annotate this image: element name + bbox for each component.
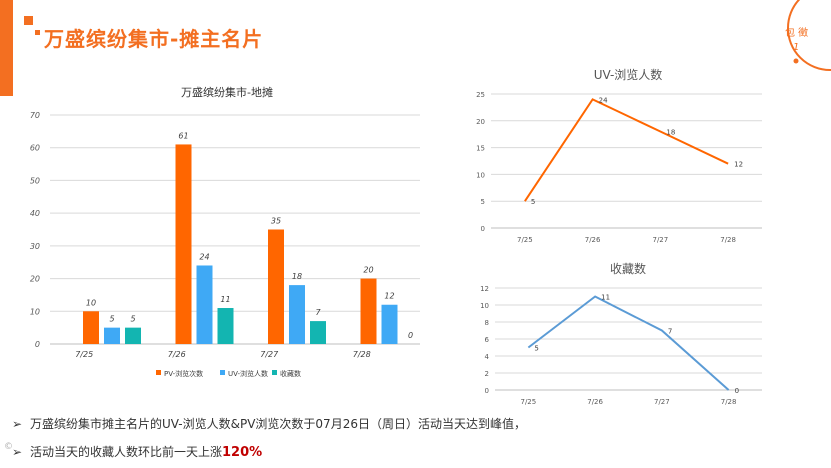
x-tick-label: 7/26	[585, 236, 601, 244]
data-label: 5	[531, 198, 535, 206]
accent-bar	[0, 0, 13, 96]
y-tick-label: 20	[30, 275, 40, 284]
y-tick-label: 8	[485, 319, 489, 327]
data-label: 20	[363, 266, 373, 275]
y-tick-label: 5	[481, 198, 485, 206]
logo-text: 包 徵	[785, 28, 809, 39]
legend-label: 收藏数	[280, 369, 301, 378]
data-label: 10	[86, 298, 96, 307]
legend-swatch	[220, 370, 225, 375]
y-tick-label: 50	[30, 176, 40, 185]
legend-label: PV-浏览次数	[164, 369, 203, 378]
x-tick-label: 7/28	[720, 236, 736, 244]
bar	[381, 304, 398, 344]
y-tick-label: 0	[481, 225, 485, 233]
data-label: 7	[315, 308, 321, 317]
legend-swatch	[156, 370, 161, 375]
y-tick-label: 12	[480, 285, 489, 293]
bullet-text: 万盛缤纷集市摊主名片的UV-浏览人数&PV浏览次数于07月26日（周日）活动当天…	[30, 417, 526, 431]
bullet-item: ➢ 万盛缤纷集市摊主名片的UV-浏览人数&PV浏览次数于07月26日（周日）活动当…	[12, 415, 526, 432]
x-tick-label: 7/27	[654, 398, 670, 406]
x-tick-label: 7/27	[260, 350, 279, 359]
y-tick-label: 10	[30, 307, 40, 316]
data-label: 5	[130, 315, 135, 324]
y-tick-label: 10	[480, 302, 489, 310]
watermark: ©	[4, 442, 13, 452]
bar	[175, 144, 192, 344]
y-tick-label: 60	[30, 144, 40, 153]
data-label: 24	[599, 96, 608, 104]
favorites-line-chart: 收藏数 0 2 4 6 8 10 12 5 11 7 0 7/25 7/26 7/27 7/28	[480, 261, 762, 406]
bar	[125, 327, 141, 344]
bullet-item: ➢ 活动当天的收藏人数环比前一天上涨120%	[12, 443, 262, 460]
bar	[196, 265, 213, 344]
y-tick-label: 6	[485, 336, 490, 344]
bar	[360, 278, 377, 344]
series-line	[524, 98, 729, 202]
bar	[289, 285, 305, 344]
y-tick-label: 40	[30, 209, 40, 218]
y-tick-label: 25	[476, 91, 485, 99]
page-title: 万盛缤纷集市-摊主名片	[44, 27, 264, 51]
data-label: 0	[735, 387, 739, 395]
arrow-bullet-icon: ➢	[12, 417, 23, 431]
logo-subtext: 1	[793, 42, 800, 53]
y-tick-label: 70	[30, 111, 40, 120]
y-tick-label: 15	[476, 145, 485, 153]
title-decoration-small	[35, 30, 40, 35]
bullet-text: 活动当天的收藏人数环比前一天上涨	[30, 445, 223, 459]
y-tick-label: 20	[476, 118, 485, 126]
y-tick-label: 10	[476, 171, 485, 179]
arrow-bullet-icon: ➢	[12, 445, 23, 459]
data-label: 5	[109, 315, 114, 324]
y-tick-label: 2	[485, 370, 489, 378]
data-label: 11	[601, 294, 610, 302]
legend-label: UV-浏览人数	[228, 369, 268, 378]
x-tick-label: 7/25	[75, 350, 93, 359]
chart-title: 收藏数	[610, 261, 646, 276]
data-label: 12	[734, 161, 743, 169]
data-label: 18	[292, 272, 302, 281]
data-label: 0	[408, 331, 413, 340]
data-label: 24	[199, 252, 209, 261]
title-decoration	[24, 16, 33, 25]
bar	[83, 311, 99, 344]
y-tick-label: 4	[485, 353, 490, 361]
y-tick-label: 30	[30, 242, 40, 251]
data-label: 61	[178, 131, 188, 140]
data-label: 11	[220, 295, 230, 304]
y-tick-label: 0	[485, 387, 489, 395]
x-tick-label: 7/27	[653, 236, 669, 244]
data-label: 5	[534, 345, 538, 353]
series-line	[527, 295, 730, 391]
x-tick-label: 7/28	[353, 350, 371, 359]
data-label: 7	[668, 328, 672, 336]
x-tick-label: 7/26	[587, 398, 603, 406]
x-tick-label: 7/28	[721, 398, 737, 406]
data-label: 35	[271, 217, 281, 226]
y-tick-label: 0	[35, 340, 40, 349]
x-tick-label: 7/26	[168, 350, 186, 359]
data-label: 12	[384, 292, 394, 301]
bar	[217, 308, 234, 344]
chart-title: UV-浏览人数	[594, 67, 663, 82]
x-tick-label: 7/25	[521, 398, 537, 406]
bar	[310, 321, 326, 344]
legend-swatch	[272, 370, 277, 375]
x-tick-label: 7/25	[517, 236, 533, 244]
bar	[268, 229, 284, 344]
logo-circle-icon	[787, 0, 831, 71]
data-label: 18	[666, 129, 675, 137]
bar	[104, 327, 120, 344]
chart-title: 万盛缤纷集市-地摊	[181, 85, 273, 99]
highlight-percent: 120%	[222, 445, 263, 460]
uv-line-chart: UV-浏览人数 0 5 10 15 20 25 5 24 18 12 7/25 7/26 7/27 7…	[476, 67, 762, 244]
